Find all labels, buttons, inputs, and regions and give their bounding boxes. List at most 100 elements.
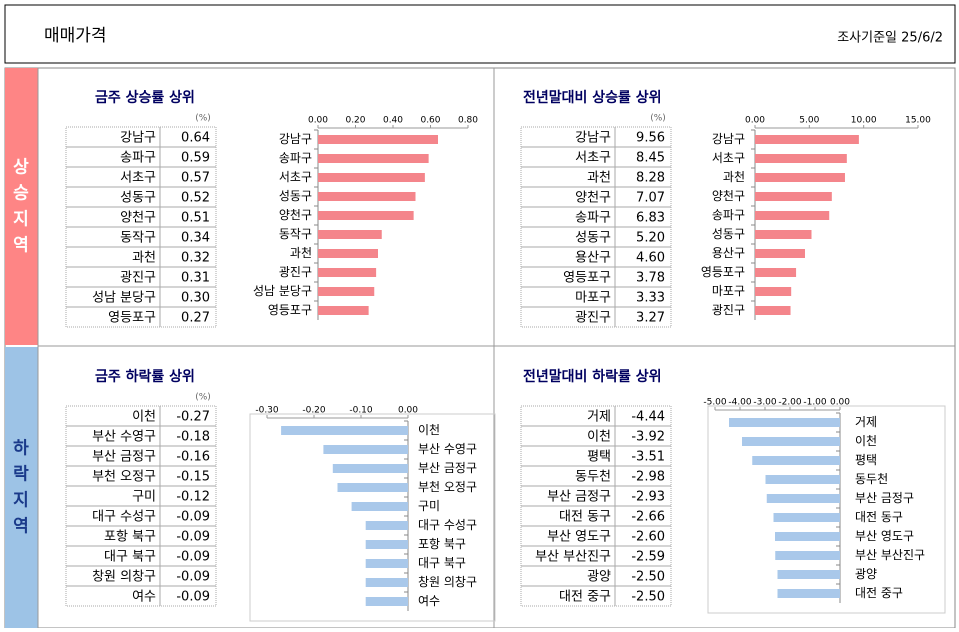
bar [318,306,369,315]
bar-category: 용산구 [712,246,745,260]
bar-category: 포항 북구 [418,537,466,551]
table-category: 서초구 [575,151,611,166]
table-value: 0.51 [181,211,210,226]
bar-category: 동작구 [279,227,312,241]
bar [755,135,859,144]
table-category: 송파구 [575,211,611,226]
bar-category: 마포구 [712,284,745,298]
table-value: -4.44 [631,410,665,425]
header-box [4,4,956,64]
table-value: -0.12 [176,490,210,505]
bar-category: 대전 중구 [855,586,903,600]
bar-category: 영등포구 [701,265,745,279]
table-category: 부산 금정구 [92,450,156,465]
bar [755,192,832,201]
table-category: 과천 [132,251,156,266]
panel-title: 전년말대비 하락률 상위 [523,368,662,385]
bar-category: 성동구 [279,189,312,203]
table-value: 4.60 [636,251,665,266]
table-cell [159,585,217,607]
panel-title: 금주 하락률 상위 [95,368,195,385]
bar [332,464,408,473]
bar [318,154,429,163]
table-value: 3.27 [636,311,665,326]
bar [777,570,840,579]
table-value: -2.50 [631,570,665,585]
table-category: 광진구 [120,271,156,286]
table-value: 8.45 [636,151,665,166]
table-value: -0.09 [176,510,210,525]
bar [365,559,408,568]
table-category: 영등포구 [563,271,611,286]
table-value: -0.18 [176,430,210,445]
bar-category: 부산 수영구 [418,442,477,456]
table-value: 0.30 [181,291,210,306]
table-value: 3.78 [636,271,665,286]
bar [337,483,408,492]
table-cell [159,306,217,328]
table-value: 0.27 [181,311,210,326]
table-value: -0.09 [176,590,210,605]
bar [775,532,840,541]
x-tick-label: -5.00 [703,398,727,408]
bar-category: 대구 북구 [418,556,466,570]
bar [752,456,840,465]
panel-title: 금주 상승률 상위 [95,89,195,106]
table-category: 양천구 [575,191,611,206]
table-category: 구미 [132,490,156,505]
table-value: 8.28 [636,171,665,186]
bar [755,249,805,258]
x-tick-label: 0.00 [308,116,328,126]
bar-category: 과천 [290,245,312,260]
table-value: -3.92 [631,430,665,445]
bar-category: 부산 부산진구 [855,548,925,562]
table-category: 대구 수성구 [92,510,156,525]
table-category: 이천 [587,430,611,445]
bar-category: 영등포구 [268,303,312,317]
bar [742,437,840,446]
table-category: 부천 오정구 [92,470,156,485]
table-category: 과천 [587,171,611,186]
bar-category: 부산 영도구 [855,529,914,543]
bar [351,502,408,511]
table-category: 부산 영도구 [547,530,611,545]
bar-category: 양천구 [712,188,745,203]
x-tick-label: 15.00 [905,116,931,126]
x-tick-label: 5.00 [799,116,819,126]
bar-category: 이천 [418,422,440,437]
table-category: 서초구 [120,171,156,186]
bar [318,249,378,258]
table-value: -0.09 [176,570,210,585]
x-tick-label: -0.30 [255,406,279,416]
bar-category: 부산 금정구 [418,461,477,475]
table-value: 5.20 [636,231,665,246]
bar [766,494,840,503]
bar-category: 강남구 [279,132,312,146]
bar-category: 부산 금정구 [855,491,914,505]
bar [775,551,840,560]
table-category: 광양 [587,570,611,585]
table-category: 양천구 [120,211,156,226]
bar-category: 송파구 [712,208,745,222]
x-tick-label: 0.00 [830,398,850,408]
table-category: 부산 수영구 [92,430,156,445]
bar-category: 거제 [855,415,877,429]
table-value: 9.56 [636,131,665,146]
x-tick-label: 0.60 [420,116,440,126]
plot-box [249,413,496,622]
x-tick-label: 0.00 [745,116,765,126]
bar [365,521,408,530]
table-cell [614,585,672,607]
table-category: 부산 금정구 [547,490,611,505]
table-category: 대전 중구 [559,590,611,605]
x-tick-label: 0.80 [458,116,478,126]
bar-category: 과천 [723,169,745,184]
bar-category: 광진구 [712,303,745,317]
bar [318,230,382,239]
table-value: -0.27 [176,410,210,425]
table-category: 마포구 [575,291,611,306]
table-value: -0.16 [176,450,210,465]
